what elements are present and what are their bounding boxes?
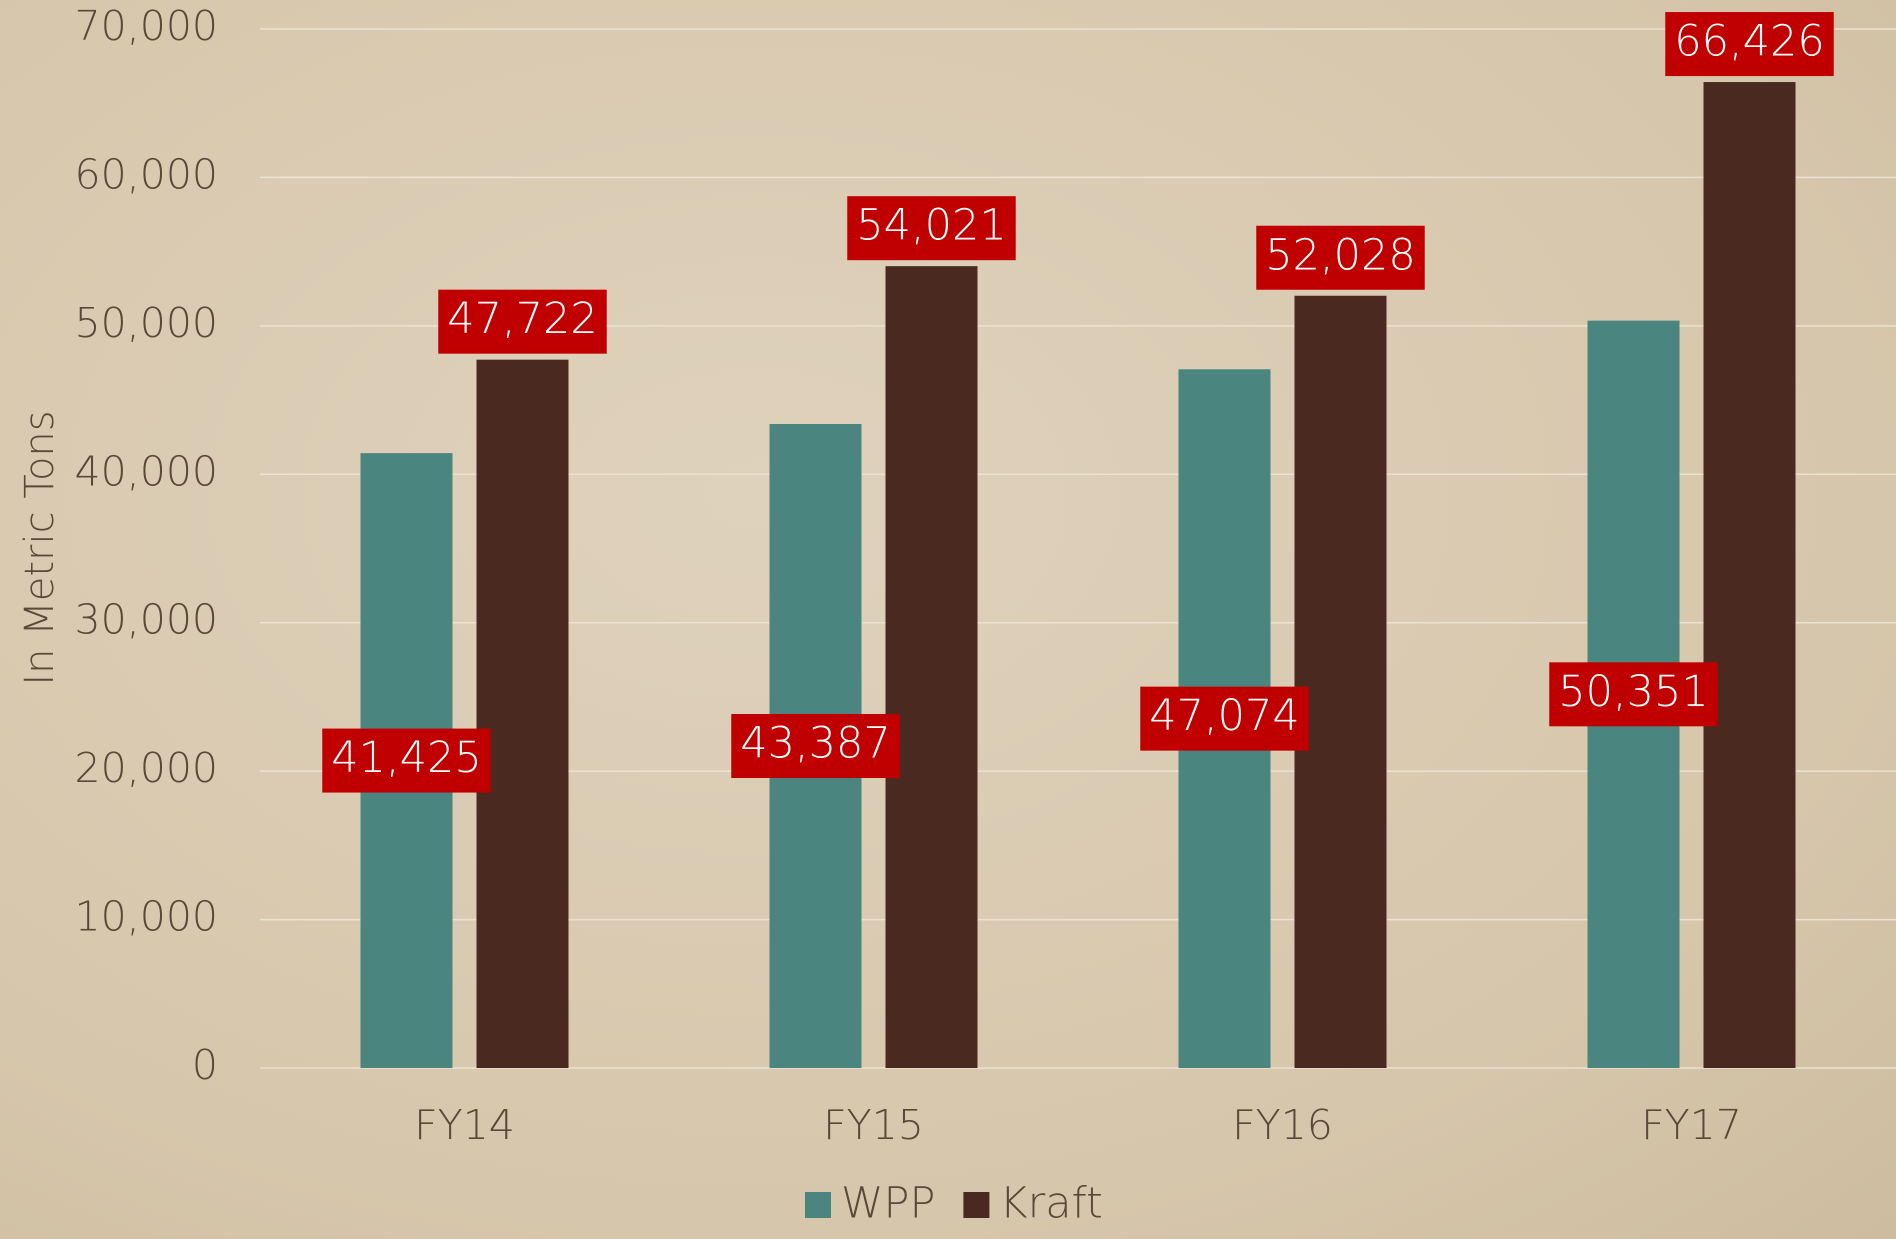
data-label: 43,387 [740, 719, 890, 769]
bar [476, 359, 569, 1068]
x-tick-label: FY15 [823, 1101, 924, 1149]
data-label-box [731, 714, 900, 779]
x-tick-label: FY17 [1641, 1101, 1742, 1149]
data-label-box [1256, 225, 1425, 290]
legend-label: Kraft [999, 1179, 1102, 1229]
data-label-box [322, 728, 491, 793]
data-label: 41,425 [331, 733, 481, 783]
data-label: 50,351 [1558, 667, 1708, 717]
bar [885, 266, 978, 1068]
data-label: 47,074 [1149, 691, 1299, 741]
y-tick-label: 20,000 [75, 744, 218, 792]
y-tick-label: 50,000 [75, 299, 218, 347]
legend-label: WPP [841, 1179, 935, 1229]
y-tick-label: 0 [192, 1041, 218, 1089]
y-tick-label: 70,000 [75, 2, 218, 50]
data-label-box [438, 289, 607, 354]
data-label: 52,028 [1265, 230, 1415, 280]
data-label: 66,426 [1674, 17, 1824, 67]
x-tick-label: FY16 [1232, 1101, 1333, 1149]
y-tick-label: 30,000 [75, 596, 218, 644]
data-label-box [1140, 686, 1309, 751]
y-tick-label: 10,000 [75, 893, 218, 941]
data-label-box [1665, 12, 1834, 77]
legend-swatch [805, 1192, 831, 1218]
y-tick-label: 60,000 [75, 150, 218, 198]
data-label: 47,722 [447, 294, 597, 344]
data-label: 54,021 [856, 201, 1006, 251]
legend-swatch [963, 1192, 990, 1218]
data-label-box [847, 196, 1016, 261]
bar [1703, 82, 1796, 1069]
y-axis-title: In Metric Tons [17, 410, 63, 685]
x-tick-label: FY14 [414, 1101, 515, 1149]
y-tick-label: 40,000 [75, 447, 218, 495]
bar [1294, 295, 1387, 1068]
data-label-box [1549, 662, 1718, 727]
